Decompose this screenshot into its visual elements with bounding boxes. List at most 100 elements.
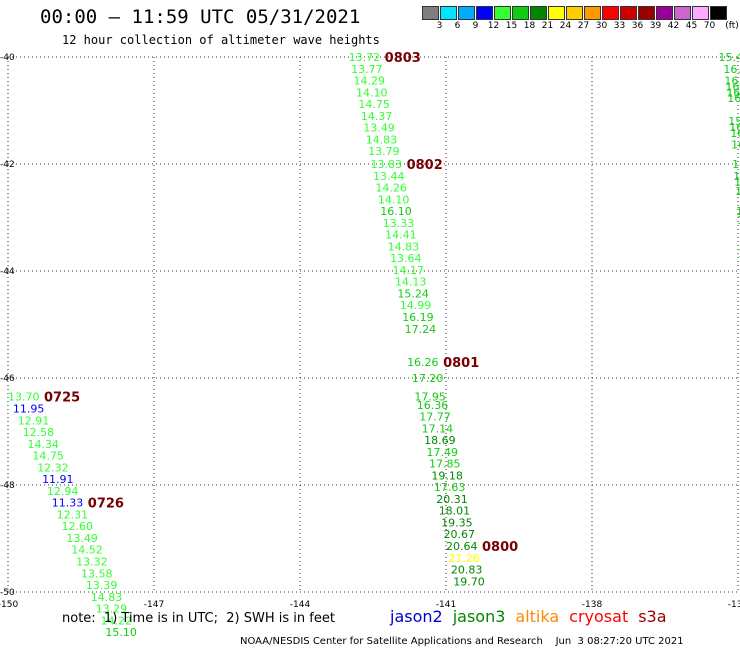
wave-height-value: 17.38 (739, 265, 740, 278)
wave-height-value: 14.52 (71, 544, 103, 557)
wave-height-value: 14.41 (385, 229, 417, 242)
wave-height-value: 16.55 (732, 158, 740, 171)
wave-height-value: 12.94 (47, 485, 79, 498)
wave-height-value: 16.67 (725, 80, 740, 93)
wave-height-value: 17.77 (419, 411, 451, 424)
track-time-label: 0802 (407, 158, 443, 173)
y-tick-label: -44 (0, 267, 15, 277)
wave-height-value: 17.49 (427, 446, 459, 459)
scale-label: 30 (595, 21, 608, 31)
wave-height-value: 17.95 (414, 391, 446, 404)
wave-height-value: 16.08 (735, 185, 740, 198)
wave-height-value: 15.91 (728, 115, 740, 128)
wave-height-value: 17.85 (429, 458, 461, 471)
wave-height-value: 17.24 (405, 323, 437, 336)
scale-swatch (620, 6, 637, 20)
altimeter-observations: 13.7213.7714.2914.1014.7514.3713.4914.83… (8, 51, 740, 639)
wave-height-value: 15.41 (719, 51, 740, 64)
satellite-legend-jason2: jason2 (390, 607, 443, 626)
scale-label: 36 (631, 21, 644, 31)
wave-height-value: 12.32 (37, 461, 68, 474)
wave-height-value: 15.10 (105, 626, 137, 639)
wave-height-value: 14.26 (375, 182, 407, 195)
wave-height-value: 13.49 (66, 532, 98, 545)
wave-height-value: 19.18 (431, 469, 463, 482)
wave-height-value: 13.83 (371, 158, 403, 171)
wave-height-value: 16.28 (723, 63, 740, 76)
scale-label: 39 (649, 21, 662, 31)
wave-height-value: 13.32 (76, 556, 108, 569)
wave-height-value: 12.31 (57, 508, 89, 521)
x-tick-label: -141 (436, 600, 456, 610)
scale-swatch (584, 6, 601, 20)
wave-height-value: 14.17 (392, 264, 424, 277)
wave-height-value: 16.37 (727, 92, 740, 105)
track-time-label: 0725 (44, 391, 80, 406)
scale-swatch (602, 6, 619, 20)
wave-height-value: 20.83 (451, 564, 483, 577)
wave-height-value: 16.86 (733, 170, 740, 183)
wave-height-value: 14.22 (100, 614, 132, 627)
wave-height-value: 13.39 (86, 579, 118, 592)
scale-swatch (440, 6, 457, 20)
scale-label: 6 (454, 21, 461, 31)
wave-height-value: 15.24 (397, 287, 429, 300)
scale-label: 33 (613, 21, 626, 31)
wave-height-value: 14.10 (378, 193, 410, 206)
wave-height-value: 21.26 (448, 552, 480, 565)
y-tick-label: -40 (0, 53, 15, 63)
scale-swatch (692, 6, 709, 20)
x-tick-label: -150 (0, 600, 18, 610)
scale-swatch (476, 6, 493, 20)
scale-label: 18 (523, 21, 536, 31)
y-tick-label: -46 (0, 374, 15, 384)
scale-unit: (ft) (725, 21, 739, 31)
y-tick-label: -48 (0, 481, 15, 491)
wave-height-value: 16.87 (726, 86, 740, 99)
track-time-label: 0800 (482, 540, 518, 555)
wave-height-value: 16.36 (417, 399, 449, 412)
wave-height-value: 12.91 (18, 414, 50, 427)
scale-swatch (638, 6, 655, 20)
wave-height-value: 12.58 (23, 426, 54, 439)
scale-label: 9 (472, 21, 479, 31)
satellite-legend: jason2 jason3 altika cryosat s3a (390, 607, 677, 626)
scale-swatch (458, 6, 475, 20)
satellite-legend-altika: altika (515, 607, 560, 626)
scale-swatch (422, 6, 439, 20)
x-tick-label: -147 (144, 600, 164, 610)
scale-label: 42 (667, 21, 680, 31)
wave-height-value: 14.13 (395, 276, 427, 289)
wave-height-value: 16.50 (729, 121, 740, 134)
axis-tick-labels: -150 -147 -144 -141 -138 -135 -40 -42 -44 -46 -48 -… (0, 53, 740, 610)
y-tick-label: -50 (0, 588, 15, 598)
x-tick-label: -144 (290, 600, 311, 610)
wave-height-value: 13.79 (368, 145, 400, 158)
wave-height-value: 14.10 (356, 86, 388, 99)
wave-height-value: 18.69 (424, 434, 456, 447)
wave-height-value: 14.75 (358, 98, 390, 111)
scale-label: 21 (541, 21, 554, 31)
y-tick-label: -42 (0, 160, 15, 170)
scale-swatch (530, 6, 547, 20)
wave-height-value: 19.70 (453, 575, 485, 588)
wave-height-value: 11.33 (52, 497, 84, 510)
wave-height-value: 18.01 (439, 505, 471, 518)
scale-swatch (656, 6, 673, 20)
scale-swatch (674, 6, 691, 20)
wave-height-value: 16.19 (402, 311, 434, 324)
scale-swatch (512, 6, 529, 20)
wave-height-value: 12.60 (62, 520, 94, 533)
wave-height-value: 16.53 (731, 139, 740, 152)
wave-height-value: 13.29 (96, 603, 128, 616)
wave-height-value: 14.83 (388, 240, 420, 253)
wave-height-value: 20.64 (446, 540, 478, 553)
wave-height-value: 20.31 (436, 493, 468, 506)
scale-swatch (494, 6, 511, 20)
wave-height-value: 20.67 (444, 528, 476, 541)
wave-height-value: 16.28 (730, 127, 740, 140)
scale-swatch (566, 6, 583, 20)
credit-line: NOAA/NESDIS Center for Satellite Applica… (240, 636, 684, 647)
track-time-label: 0801 (443, 356, 479, 371)
